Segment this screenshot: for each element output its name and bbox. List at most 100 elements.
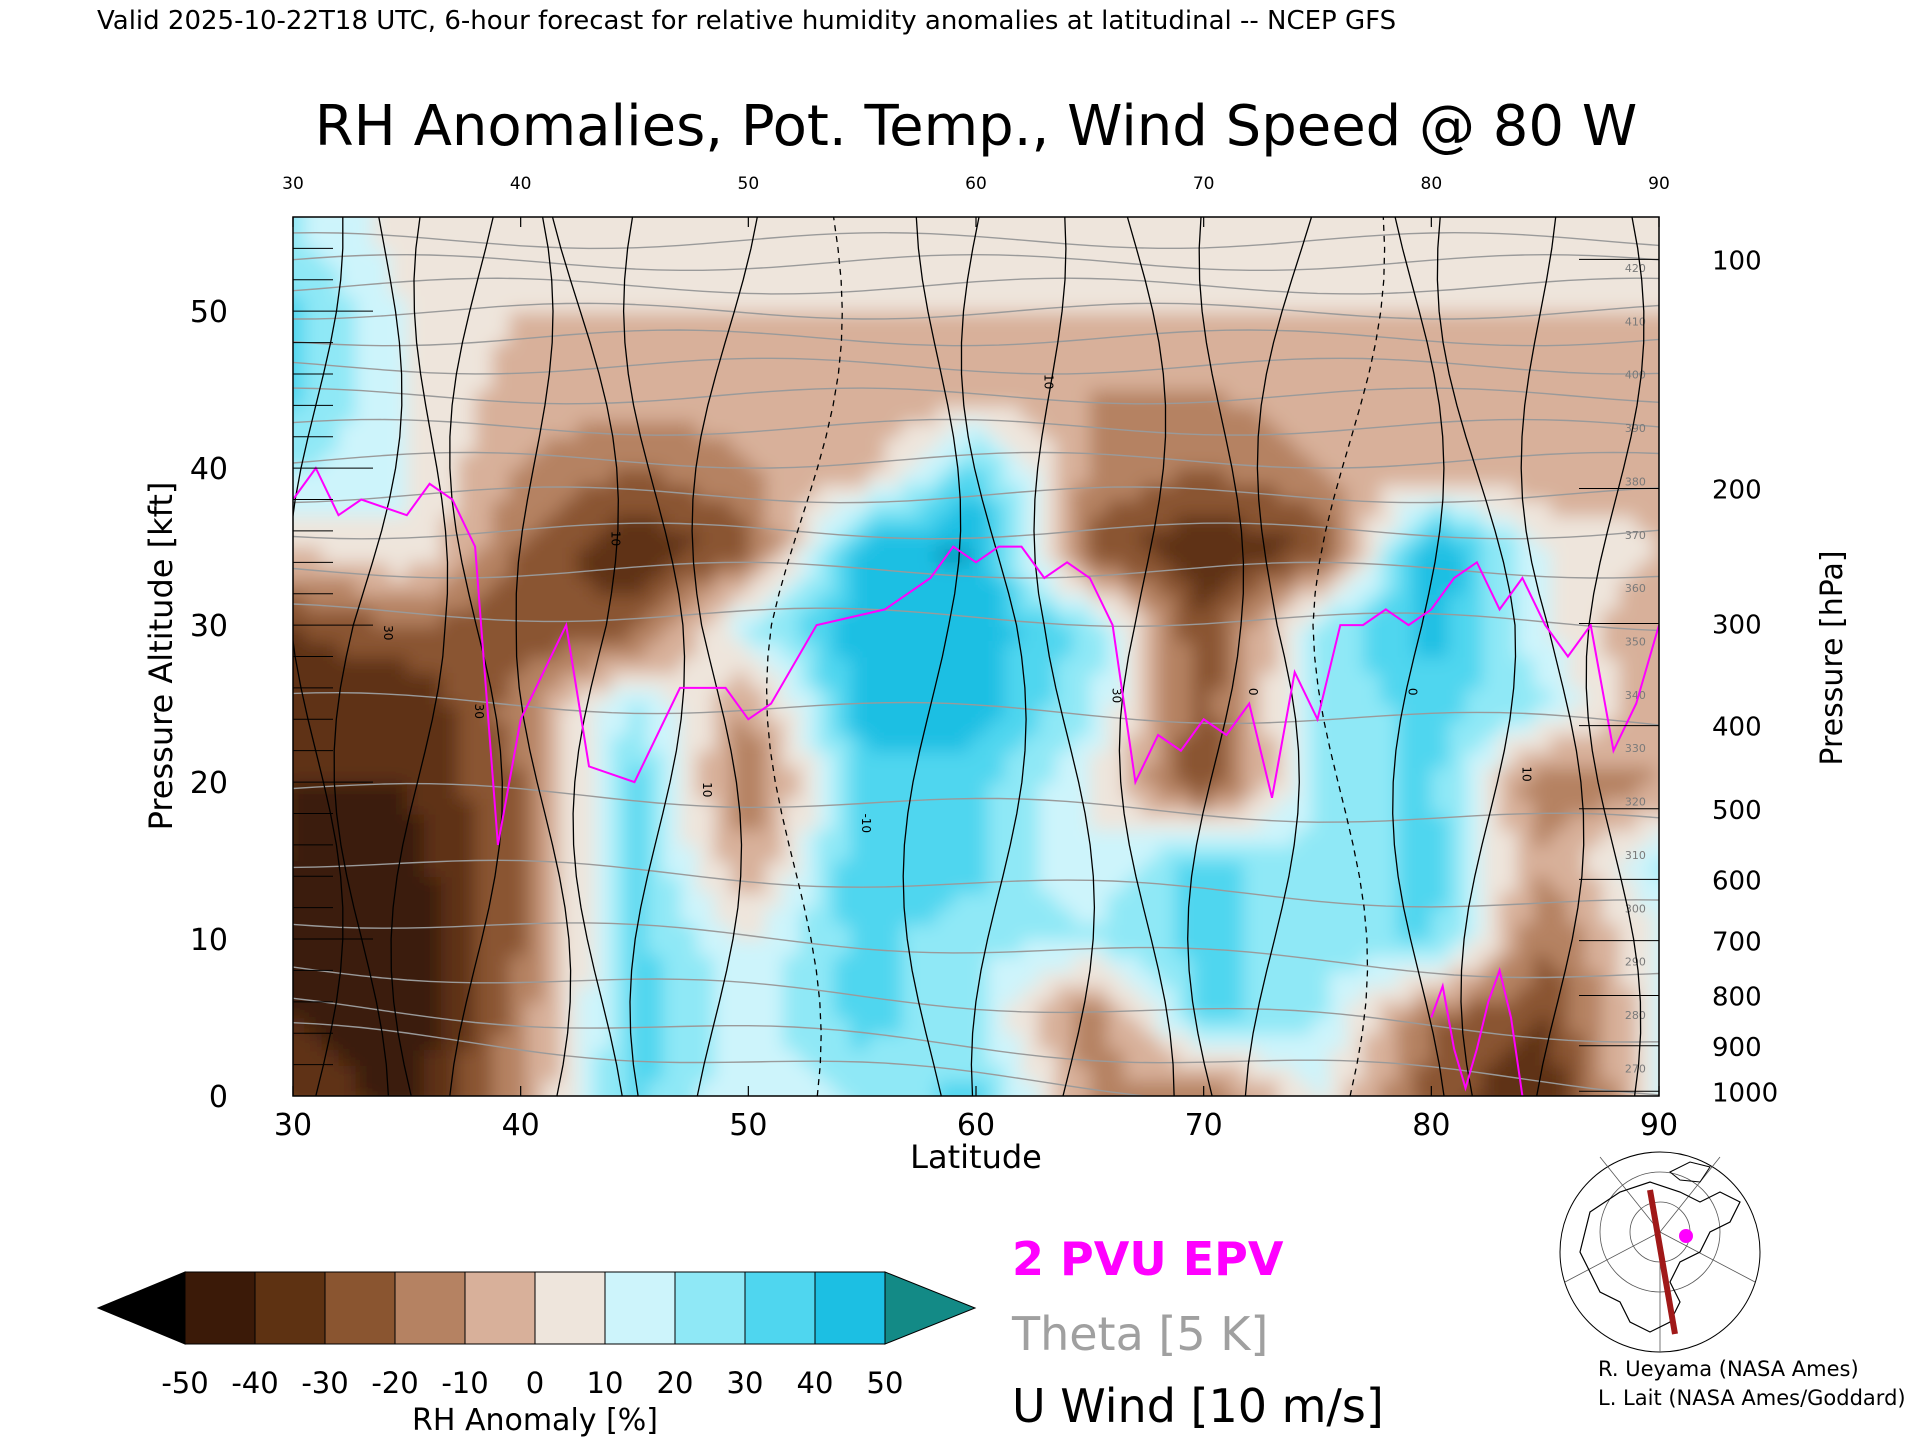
heatmap-cell bbox=[1619, 750, 1638, 768]
heatmap-cell bbox=[372, 735, 391, 752]
heatmap-cell bbox=[1653, 970, 1659, 988]
heatmap-cell bbox=[1431, 939, 1450, 956]
heatmap-cell bbox=[782, 578, 801, 595]
heatmap-cell bbox=[970, 530, 989, 548]
heatmap-cell bbox=[731, 483, 750, 501]
heatmap-cell bbox=[1499, 342, 1518, 360]
heatmap-cell bbox=[594, 405, 613, 423]
heatmap-cell bbox=[731, 609, 750, 627]
heatmap-cell bbox=[577, 326, 596, 344]
heatmap-cell bbox=[833, 1080, 852, 1096]
heatmap-cell bbox=[1533, 687, 1552, 705]
heatmap-cell bbox=[1072, 530, 1091, 548]
heatmap-cell bbox=[1619, 1096, 1637, 1113]
heatmap-cell bbox=[304, 1048, 323, 1066]
heatmap-cell bbox=[560, 719, 579, 736]
heatmap-cell bbox=[1141, 703, 1160, 721]
heatmap-cell bbox=[1414, 389, 1433, 407]
heatmap-cell bbox=[389, 217, 408, 218]
heatmap-cell bbox=[833, 829, 852, 846]
heatmap-cell bbox=[594, 687, 613, 705]
heatmap-cell bbox=[1021, 578, 1040, 595]
heatmap-cell bbox=[1397, 797, 1416, 815]
heatmap-cell bbox=[355, 719, 374, 736]
heatmap-cell bbox=[919, 483, 938, 501]
heatmap-cell bbox=[1550, 782, 1569, 799]
heatmap-cell bbox=[884, 483, 903, 501]
heatmap-cell bbox=[884, 986, 903, 1003]
heatmap-cell bbox=[1243, 766, 1262, 784]
heatmap-cell bbox=[1653, 562, 1659, 579]
heatmap-cell bbox=[1295, 1096, 1313, 1113]
heatmap-cell bbox=[1346, 986, 1365, 1003]
heatmap-cell bbox=[799, 687, 818, 705]
heatmap-cell bbox=[833, 876, 852, 893]
heatmap-cell bbox=[1636, 217, 1655, 234]
heatmap-cell bbox=[560, 687, 579, 705]
heatmap-cell bbox=[833, 264, 852, 281]
pressure-tick-label: 1000 bbox=[1712, 1078, 1778, 1108]
heatmap-cell bbox=[611, 813, 630, 831]
heatmap-cell bbox=[1380, 562, 1399, 579]
heatmap-cell bbox=[1346, 452, 1365, 470]
heatmap-cell bbox=[1209, 687, 1228, 705]
heatmap-cell bbox=[867, 954, 886, 972]
heatmap-cell bbox=[987, 703, 1006, 721]
heatmap-cell bbox=[1585, 813, 1604, 831]
heatmap-cell bbox=[833, 1064, 852, 1082]
heatmap-cell bbox=[816, 217, 835, 234]
heatmap-cell bbox=[850, 640, 869, 658]
heatmap-cell bbox=[1277, 797, 1296, 815]
heatmap-cell bbox=[1141, 1064, 1160, 1082]
heatmap-cell bbox=[970, 515, 989, 532]
heatmap-cell bbox=[389, 625, 408, 642]
heatmap-cell bbox=[1311, 232, 1330, 250]
heatmap-cell bbox=[1619, 264, 1638, 281]
heatmap-cell bbox=[441, 735, 460, 752]
heatmap-cell bbox=[1585, 295, 1604, 313]
heatmap-cell bbox=[1226, 735, 1245, 752]
heatmap-cell bbox=[1294, 217, 1313, 218]
heatmap-cell bbox=[577, 389, 596, 407]
heatmap-cell bbox=[475, 217, 494, 218]
heatmap-cell bbox=[1038, 295, 1057, 313]
heatmap-cell bbox=[731, 891, 750, 909]
heatmap-cell bbox=[594, 1033, 613, 1050]
heatmap-cell bbox=[338, 954, 357, 972]
heatmap-cell bbox=[816, 687, 835, 705]
heatmap-cell bbox=[1328, 421, 1347, 438]
heatmap-cell bbox=[714, 405, 733, 423]
heatmap-cell bbox=[1516, 421, 1535, 438]
heatmap-cell bbox=[1602, 640, 1621, 658]
y-tick-label: 10 bbox=[190, 923, 228, 958]
heatmap-cell bbox=[1158, 342, 1177, 360]
heatmap-cell bbox=[902, 844, 921, 862]
heatmap-cell bbox=[748, 562, 767, 579]
heatmap-cell bbox=[1055, 530, 1074, 548]
heatmap-cell bbox=[628, 907, 647, 925]
heatmap-cell bbox=[697, 923, 716, 940]
heatmap-cell bbox=[475, 640, 494, 658]
heatmap-cell bbox=[1670, 233, 1688, 250]
heatmap-cell bbox=[1260, 248, 1279, 266]
heatmap-cell bbox=[1397, 719, 1416, 736]
heatmap-cell bbox=[1533, 782, 1552, 799]
heatmap-cell bbox=[560, 829, 579, 846]
heatmap-cell bbox=[1567, 436, 1586, 454]
heatmap-cell bbox=[1482, 326, 1501, 344]
heatmap-cell bbox=[1226, 546, 1245, 564]
heatmap-cell bbox=[1226, 1033, 1245, 1050]
heatmap-cell bbox=[1602, 687, 1621, 705]
heatmap-cell bbox=[293, 939, 306, 956]
heatmap-cell bbox=[441, 342, 460, 360]
heatmap-cell bbox=[1653, 719, 1659, 736]
heatmap-cell bbox=[884, 907, 903, 925]
heatmap-cell bbox=[1516, 735, 1535, 752]
heatmap-cell bbox=[936, 1001, 955, 1019]
heatmap-cell bbox=[293, 421, 306, 438]
heatmap-cell bbox=[1636, 326, 1655, 344]
heatmap-cell bbox=[1106, 813, 1125, 831]
heatmap-cell bbox=[1294, 766, 1313, 784]
heatmap-cell bbox=[1038, 907, 1057, 925]
